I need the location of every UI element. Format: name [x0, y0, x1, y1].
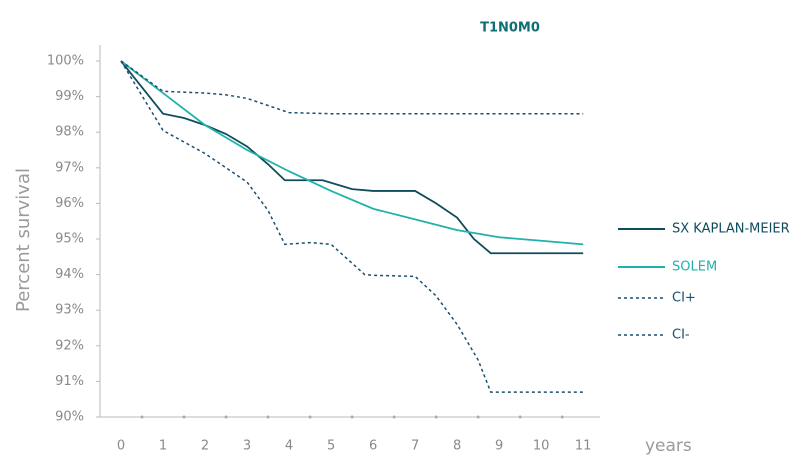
series-line [120, 60, 584, 246]
x-axis-label: years [645, 436, 692, 456]
x-tick-label: 5 [327, 439, 335, 454]
x-minor-dot [266, 415, 270, 419]
y-tick-label: 98% [55, 125, 84, 140]
y-tick-label: 100% [47, 54, 84, 69]
y-tick-label: 95% [55, 232, 84, 247]
x-tick-label: 1 [159, 439, 167, 454]
chart-title: T1N0M0 [480, 21, 540, 36]
y-tick-label: 96% [55, 196, 84, 211]
x-minor-dot [392, 415, 396, 419]
x-tick-label: 11 [575, 439, 592, 454]
x-minor-dot [518, 415, 522, 419]
x-tick-label: 10 [533, 439, 550, 454]
series-line [120, 60, 584, 255]
legend-label: SOLEM [672, 260, 717, 275]
y-tick-label: 91% [55, 374, 84, 389]
x-tick-label: 9 [495, 439, 503, 454]
series-line [120, 60, 584, 393]
x-minor-dot [476, 415, 480, 419]
x-minor-dot [140, 415, 144, 419]
x-minor-dot [308, 415, 312, 419]
x-minor-dot [350, 415, 354, 419]
x-tick-label: 7 [411, 439, 419, 454]
x-tick-label: 2 [201, 439, 209, 454]
x-tick-label: 0 [117, 439, 125, 454]
y-tick-label: 94% [55, 267, 84, 282]
legend-label: SX KAPLAN-MEIER [672, 222, 790, 237]
x-minor-dot [182, 415, 186, 419]
x-tick-label: 3 [243, 439, 251, 454]
series-line [120, 60, 584, 115]
x-tick-label: 4 [285, 439, 293, 454]
y-tick-label: 99% [55, 89, 84, 104]
y-tick-label: 93% [55, 303, 84, 318]
y-axis-label: Percent survival [13, 168, 34, 312]
y-tick-label: 90% [55, 410, 84, 425]
x-tick-label: 6 [369, 439, 377, 454]
legend-label: CI+ [672, 291, 696, 306]
x-minor-dot [560, 415, 564, 419]
y-tick-label: 97% [55, 160, 84, 175]
x-tick-label: 8 [453, 439, 461, 454]
x-minor-dot [224, 415, 228, 419]
y-tick-label: 92% [55, 338, 84, 353]
legend-label: CI- [672, 328, 690, 343]
x-minor-dot [434, 415, 438, 419]
